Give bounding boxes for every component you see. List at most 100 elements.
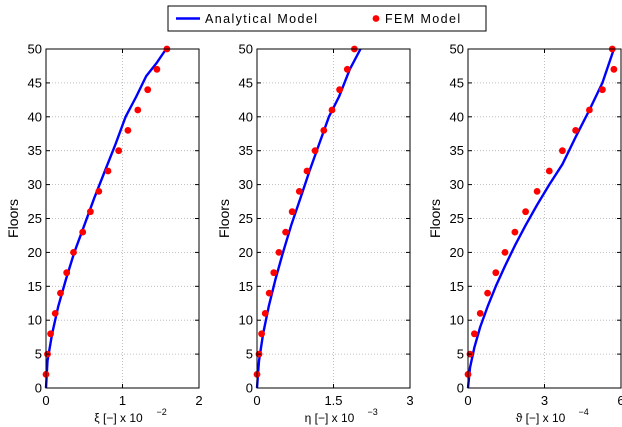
- chart-panel-2: 0 5 10 15 20 25 30 35 40 45 50 0 1.5 3 Floors η [−] x 1…: [216, 42, 414, 426]
- data-point-fem: [282, 228, 289, 236]
- data-point-fem: [295, 188, 303, 195]
- tick-label-y: 15: [28, 279, 42, 294]
- tick-label-y: 5: [246, 347, 253, 362]
- data-point-fem: [134, 106, 142, 114]
- tick-label-y: 20: [450, 245, 464, 260]
- axis-label-y: Floors: [427, 199, 443, 238]
- data-point-fem: [57, 289, 64, 297]
- axis-label-x-exponent: −4: [579, 407, 589, 417]
- axis-label-x: ϑ [−] x 10: [516, 411, 566, 425]
- tick-label-y: 45: [450, 75, 464, 90]
- tick-label-x: 0: [464, 393, 471, 408]
- tick-label-x: 0: [42, 393, 49, 408]
- data-point-fem: [70, 249, 77, 256]
- tick-label-x: 2: [195, 393, 202, 408]
- tick-label-y: 10: [450, 313, 464, 328]
- tick-label-x: 0: [253, 393, 260, 408]
- tick-label-y: 20: [239, 245, 253, 260]
- axis-label-y: Floors: [216, 199, 232, 238]
- tick-label-y: 0: [457, 381, 464, 396]
- tick-label-y: 50: [450, 42, 464, 57]
- tick-label-y: 30: [28, 177, 42, 192]
- series-line-analytical: [44, 48, 168, 389]
- data-point-fem: [559, 147, 566, 155]
- tick-label-y: 45: [239, 75, 253, 90]
- data-point-fem: [265, 289, 273, 297]
- data-point-fem: [545, 167, 553, 175]
- data-point-fem: [144, 86, 152, 94]
- data-point-fem: [492, 269, 500, 277]
- tick-label-x: 1: [119, 393, 126, 408]
- data-point-fem: [343, 65, 351, 73]
- data-point-fem: [258, 330, 265, 338]
- tick-label-y: 50: [28, 42, 42, 57]
- axis-label-x: ξ [−] x 10: [94, 411, 143, 425]
- data-point-fem: [104, 167, 112, 175]
- data-point-fem: [336, 86, 343, 94]
- tick-label-y: 15: [450, 279, 464, 294]
- tick-label-x: 3: [406, 393, 413, 408]
- tick-label-x: 3: [541, 393, 548, 408]
- data-point-fem: [51, 310, 59, 317]
- tick-label-y: 0: [35, 381, 42, 396]
- series-line-analytical: [255, 48, 362, 389]
- chart-panel-1: 0 5 10 15 20 25 30 35 40 45 50 0 1 2 Floors ξ [−] x 10 −…: [5, 42, 203, 426]
- legend: Analytical Model FEM Model: [167, 5, 487, 32]
- tick-label-y: 25: [28, 211, 42, 226]
- data-point-fem: [320, 126, 328, 134]
- legend-dot-marker: [372, 15, 380, 22]
- tick-label-y: 45: [28, 75, 42, 90]
- data-point-fem: [95, 188, 103, 195]
- tick-label-y: 40: [28, 109, 42, 124]
- tick-label-x: 1.5: [324, 393, 342, 408]
- tick-label-y: 30: [239, 177, 253, 192]
- data-point-fem: [484, 289, 491, 297]
- tick-label-y: 20: [28, 245, 42, 260]
- data-point-fem: [311, 147, 319, 155]
- data-point-fem: [124, 126, 132, 134]
- tick-label-y: 25: [450, 211, 464, 226]
- data-point-fem: [533, 188, 541, 195]
- tick-label-y: 30: [450, 177, 464, 192]
- data-point-fem: [586, 106, 593, 114]
- tick-label-y: 35: [28, 143, 42, 158]
- tick-label-y: 5: [35, 347, 42, 362]
- chart-panel-3: 0 5 10 15 20 25 30 35 40 45 50 0 3 6 Floors ϑ [−] x 10 −…: [427, 42, 622, 426]
- data-point-fem: [79, 228, 87, 236]
- tick-label-y: 35: [239, 143, 253, 158]
- tick-label-y: 10: [239, 313, 253, 328]
- data-point-fem: [270, 269, 278, 277]
- data-point-fem: [501, 249, 509, 256]
- tick-label-y: 40: [450, 109, 464, 124]
- legend-label-fem: FEM Model: [385, 12, 462, 26]
- tick-label-y: 10: [28, 313, 42, 328]
- data-point-fem: [572, 126, 579, 134]
- data-point-fem: [303, 167, 311, 175]
- tick-label-y: 0: [246, 381, 253, 396]
- tick-label-y: 15: [239, 279, 253, 294]
- axis-label-x-exponent: −2: [157, 407, 167, 417]
- data-point-fem: [522, 208, 529, 216]
- data-point-fem: [153, 65, 161, 73]
- tick-label-x: 6: [617, 393, 622, 408]
- data-point-fem: [476, 310, 484, 317]
- data-point-fem: [328, 106, 336, 114]
- data-point-fem: [63, 269, 71, 277]
- data-point-fem: [115, 147, 123, 155]
- data-point-fem: [610, 65, 618, 73]
- legend-label-analytical: Analytical Model: [205, 12, 318, 26]
- series-line-analytical: [466, 48, 616, 389]
- data-point-fem: [47, 330, 54, 338]
- data-point-fem: [471, 330, 478, 338]
- data-point-fem: [511, 228, 519, 236]
- tick-label-y: 25: [239, 211, 253, 226]
- tick-label-y: 35: [450, 143, 464, 158]
- data-point-fem: [275, 249, 283, 256]
- axis-label-y: Floors: [5, 199, 21, 238]
- data-point-fem: [599, 86, 606, 94]
- axis-label-x-exponent: −3: [368, 407, 378, 417]
- tick-label-y: 5: [457, 347, 464, 362]
- axis-label-x: η [−] x 10: [305, 411, 355, 425]
- tick-label-y: 40: [239, 109, 253, 124]
